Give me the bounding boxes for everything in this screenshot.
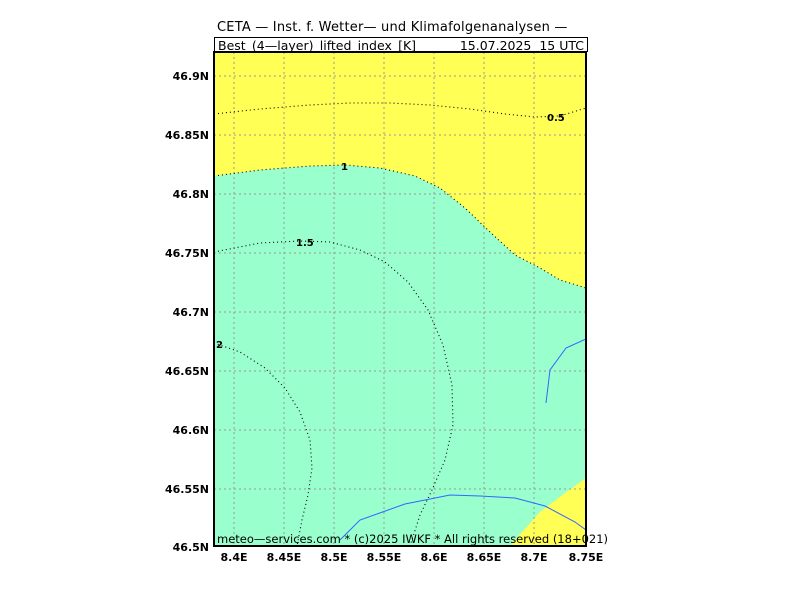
lon-label: 8.65E — [467, 551, 502, 564]
lat-label: 46.8N — [173, 188, 209, 201]
contour-1 — [214, 164, 586, 289]
lat-label: 46.55N — [165, 483, 209, 496]
lon-label: 8.7E — [520, 551, 547, 564]
lat-label: 46.9N — [173, 70, 209, 83]
contour-label-2: 2 — [216, 340, 223, 351]
variable-header: Best_(4—layer)_lifted_index_[K] 15.07.20… — [214, 37, 588, 53]
latitude-labels: 46.9N 46.85N 46.8N 46.75N 46.7N 46.65N 4… — [165, 70, 209, 554]
contour-label-1: 1 — [341, 162, 348, 173]
lat-label: 46.7N — [173, 306, 209, 319]
copyright-footer: meteo—services.com * (c)2025 IWKF * All … — [217, 532, 608, 546]
contour-2 — [214, 342, 313, 546]
map-title: CETA — Inst. f. Wetter— und Klimafolgena… — [217, 20, 568, 35]
lat-label: 46.5N — [173, 541, 209, 554]
green-region — [214, 165, 586, 546]
contour-label-0.5: 0.5 — [547, 113, 565, 124]
lake-outlines — [339, 338, 586, 541]
variable-name: Best_(4—layer)_lifted_index_[K] — [218, 38, 417, 53]
lat-label: 46.75N — [165, 247, 209, 260]
lon-label: 8.5E — [320, 551, 347, 564]
contour-0.5 — [214, 102, 586, 118]
plot-frame — [213, 51, 587, 547]
longitude-labels: 8.4E 8.45E 8.5E 8.55E 8.6E 8.65E 8.7E 8.… — [220, 551, 603, 564]
lon-label: 8.4E — [220, 551, 247, 564]
lon-label: 8.6E — [420, 551, 447, 564]
valid-datetime: 15.07.2025 15 UTC — [459, 38, 584, 53]
lat-label: 46.6N — [173, 424, 209, 437]
graticule — [214, 52, 586, 546]
lon-label: 8.55E — [367, 551, 402, 564]
lon-label: 8.75E — [569, 551, 604, 564]
contour-1.5 — [214, 240, 454, 546]
lat-label: 46.65N — [165, 365, 209, 378]
lat-label: 46.85N — [165, 129, 209, 142]
contour-label-1.5: 1.5 — [296, 238, 314, 249]
lon-label: 8.45E — [267, 551, 302, 564]
